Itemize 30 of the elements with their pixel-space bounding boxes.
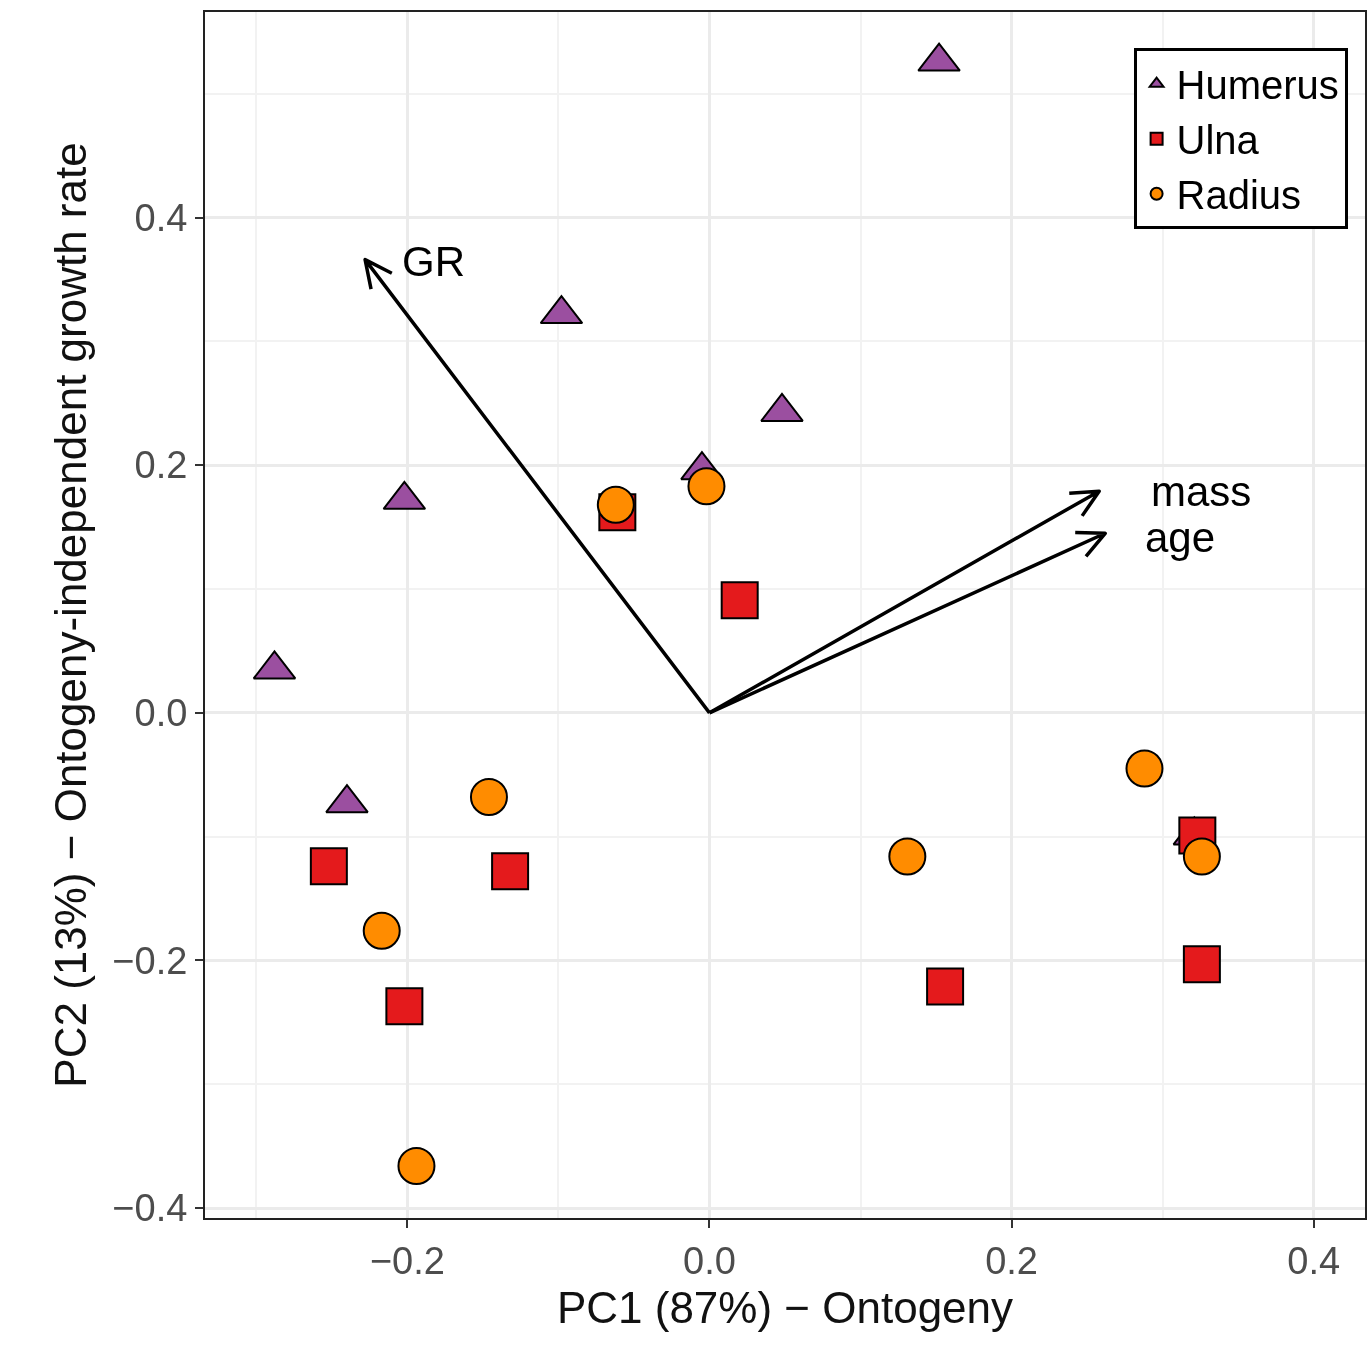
x-tick-label: 0.4: [1287, 1239, 1341, 1282]
point: [1125, 749, 1164, 788]
point: [385, 987, 424, 1026]
annotation: mass: [1151, 468, 1252, 515]
legend-label: Radius: [1176, 173, 1302, 218]
point: [596, 485, 635, 524]
y-tick-label: 0.4: [134, 196, 188, 239]
point: [491, 852, 530, 891]
legend-label: Humerus: [1176, 63, 1339, 108]
y-axis-title: PC2 (13%) − Ontogeny-independent growth rate: [45, 142, 95, 1088]
point: [1182, 837, 1221, 876]
point: [397, 1147, 436, 1185]
x-tick-label: 0.0: [683, 1239, 736, 1282]
y-tick-label: −0.4: [112, 1187, 188, 1230]
point: [720, 581, 759, 620]
point: [1182, 945, 1221, 984]
annotation: age: [1145, 514, 1216, 561]
y-tick-label: 0.0: [134, 692, 188, 735]
x-tick-label: 0.2: [985, 1239, 1038, 1282]
legend-label: Ulna: [1176, 118, 1260, 163]
y-tick-label: −0.2: [112, 939, 188, 982]
point: [309, 847, 348, 886]
x-tick-label: −0.2: [369, 1239, 445, 1282]
annotation: GR: [402, 238, 465, 285]
point: [362, 911, 401, 950]
point: [469, 778, 508, 816]
point: [926, 967, 965, 1006]
y-tick-label: 0.2: [134, 444, 188, 487]
x-axis-title: PC1 (87%) − Ontogeny: [556, 1283, 1014, 1333]
point: [888, 837, 927, 876]
